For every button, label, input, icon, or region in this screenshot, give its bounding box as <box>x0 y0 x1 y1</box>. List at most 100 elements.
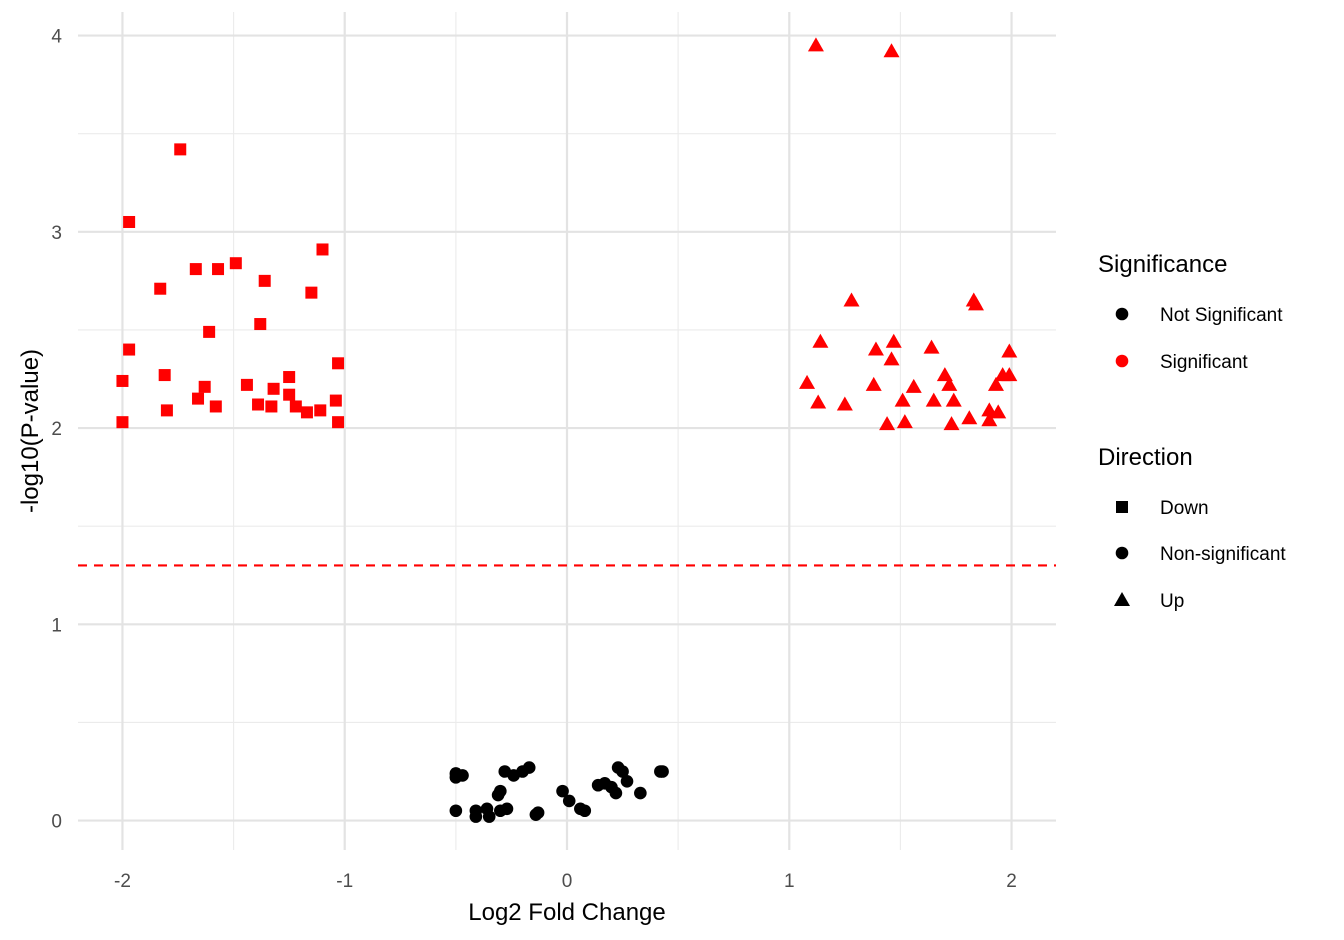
point-up <box>967 296 984 311</box>
point-down <box>265 400 278 413</box>
point-down <box>198 380 211 393</box>
y-axis-title: -log10(P-value) <box>17 349 44 513</box>
point-non-significant <box>562 794 576 808</box>
point-non-significant <box>522 761 536 774</box>
point-down <box>123 215 136 228</box>
point-up <box>961 410 978 425</box>
point-down <box>160 404 173 417</box>
legend-key-circle <box>1115 307 1129 321</box>
point-up <box>896 414 913 429</box>
point-up <box>990 404 1007 419</box>
point-down <box>252 398 265 411</box>
point-non-significant <box>494 784 507 798</box>
point-down <box>174 143 187 156</box>
point-down <box>203 325 216 338</box>
legend: Significance Not Significant Significant Di… <box>1098 251 1286 612</box>
point-down <box>116 374 129 387</box>
point-non-significant <box>634 786 647 800</box>
legend-title: Significance <box>1098 251 1227 278</box>
point-non-significant <box>616 765 629 778</box>
legend-key-circle <box>1115 546 1129 560</box>
point-down <box>332 416 345 429</box>
point-up <box>936 367 953 382</box>
point-down <box>116 416 129 429</box>
point-up <box>925 392 942 407</box>
point-down <box>300 406 313 419</box>
point-down <box>212 263 225 276</box>
point-down <box>329 394 342 407</box>
point-down <box>316 243 329 256</box>
point-down <box>283 388 296 401</box>
legend-label: Non-significant <box>1160 544 1286 565</box>
point-down <box>240 378 253 391</box>
point-non-significant <box>500 802 514 816</box>
point-up <box>894 392 911 407</box>
legend-title: Direction <box>1098 444 1193 471</box>
point-up <box>923 339 940 354</box>
point-down <box>123 343 136 356</box>
point-up <box>981 402 998 417</box>
legend-key-square <box>1116 501 1128 513</box>
point-down <box>229 257 242 270</box>
x-tick-label: -1 <box>336 871 353 892</box>
point-up <box>981 412 998 427</box>
x-tick-label: 2 <box>1006 871 1017 892</box>
point-up <box>812 333 829 348</box>
point-down <box>154 282 167 295</box>
point-non-significant <box>578 804 592 818</box>
y-tick-label: 3 <box>51 223 62 244</box>
point-up <box>1001 367 1018 382</box>
y-axis-tick-labels: 0 1 2 3 4 <box>51 27 62 833</box>
point-non-significant <box>531 806 545 820</box>
legend-label: Not Significant <box>1160 305 1283 326</box>
point-non-significant <box>449 804 463 818</box>
point-up <box>867 341 884 356</box>
point-up <box>883 43 900 58</box>
point-up <box>885 333 902 348</box>
point-down <box>332 357 345 370</box>
point-up <box>987 376 1004 391</box>
point-up <box>865 376 882 391</box>
point-non-significant <box>556 784 569 798</box>
point-down <box>289 400 302 413</box>
point-up <box>905 378 922 393</box>
point-down <box>305 286 318 299</box>
point-non-significant <box>609 786 623 800</box>
x-tick-label: 0 <box>562 871 573 892</box>
point-non-significant <box>656 765 669 778</box>
legend-label: Significant <box>1160 352 1248 373</box>
data-points <box>116 37 1018 823</box>
y-tick-label: 2 <box>51 419 62 440</box>
x-tick-label: 1 <box>784 871 795 892</box>
point-up <box>941 376 958 391</box>
point-up <box>799 374 816 389</box>
point-up <box>879 416 896 431</box>
point-up <box>810 394 827 409</box>
point-up <box>1001 343 1018 358</box>
legend-label: Up <box>1160 591 1184 612</box>
legend-key-triangle <box>1114 592 1130 606</box>
point-down <box>158 369 171 382</box>
x-axis-tick-labels: -2 -1 0 1 2 <box>114 871 1017 892</box>
point-up <box>883 351 900 366</box>
point-down <box>283 371 296 384</box>
point-non-significant <box>469 810 483 823</box>
legend-key-circle <box>1115 354 1129 368</box>
x-axis-title: Log2 Fold Change <box>468 899 665 926</box>
legend-label: Down <box>1160 498 1209 519</box>
point-down <box>267 382 280 395</box>
point-up <box>807 37 824 52</box>
point-down <box>254 318 267 331</box>
point-up <box>945 392 962 407</box>
y-tick-label: 1 <box>51 615 62 636</box>
point-up <box>843 292 860 307</box>
point-down <box>258 274 271 287</box>
point-up <box>943 416 960 431</box>
y-tick-label: 4 <box>51 27 62 48</box>
x-tick-label: -2 <box>114 871 131 892</box>
point-non-significant <box>620 775 634 788</box>
point-down <box>209 400 222 413</box>
point-down <box>192 392 205 405</box>
y-tick-label: 0 <box>51 812 62 833</box>
